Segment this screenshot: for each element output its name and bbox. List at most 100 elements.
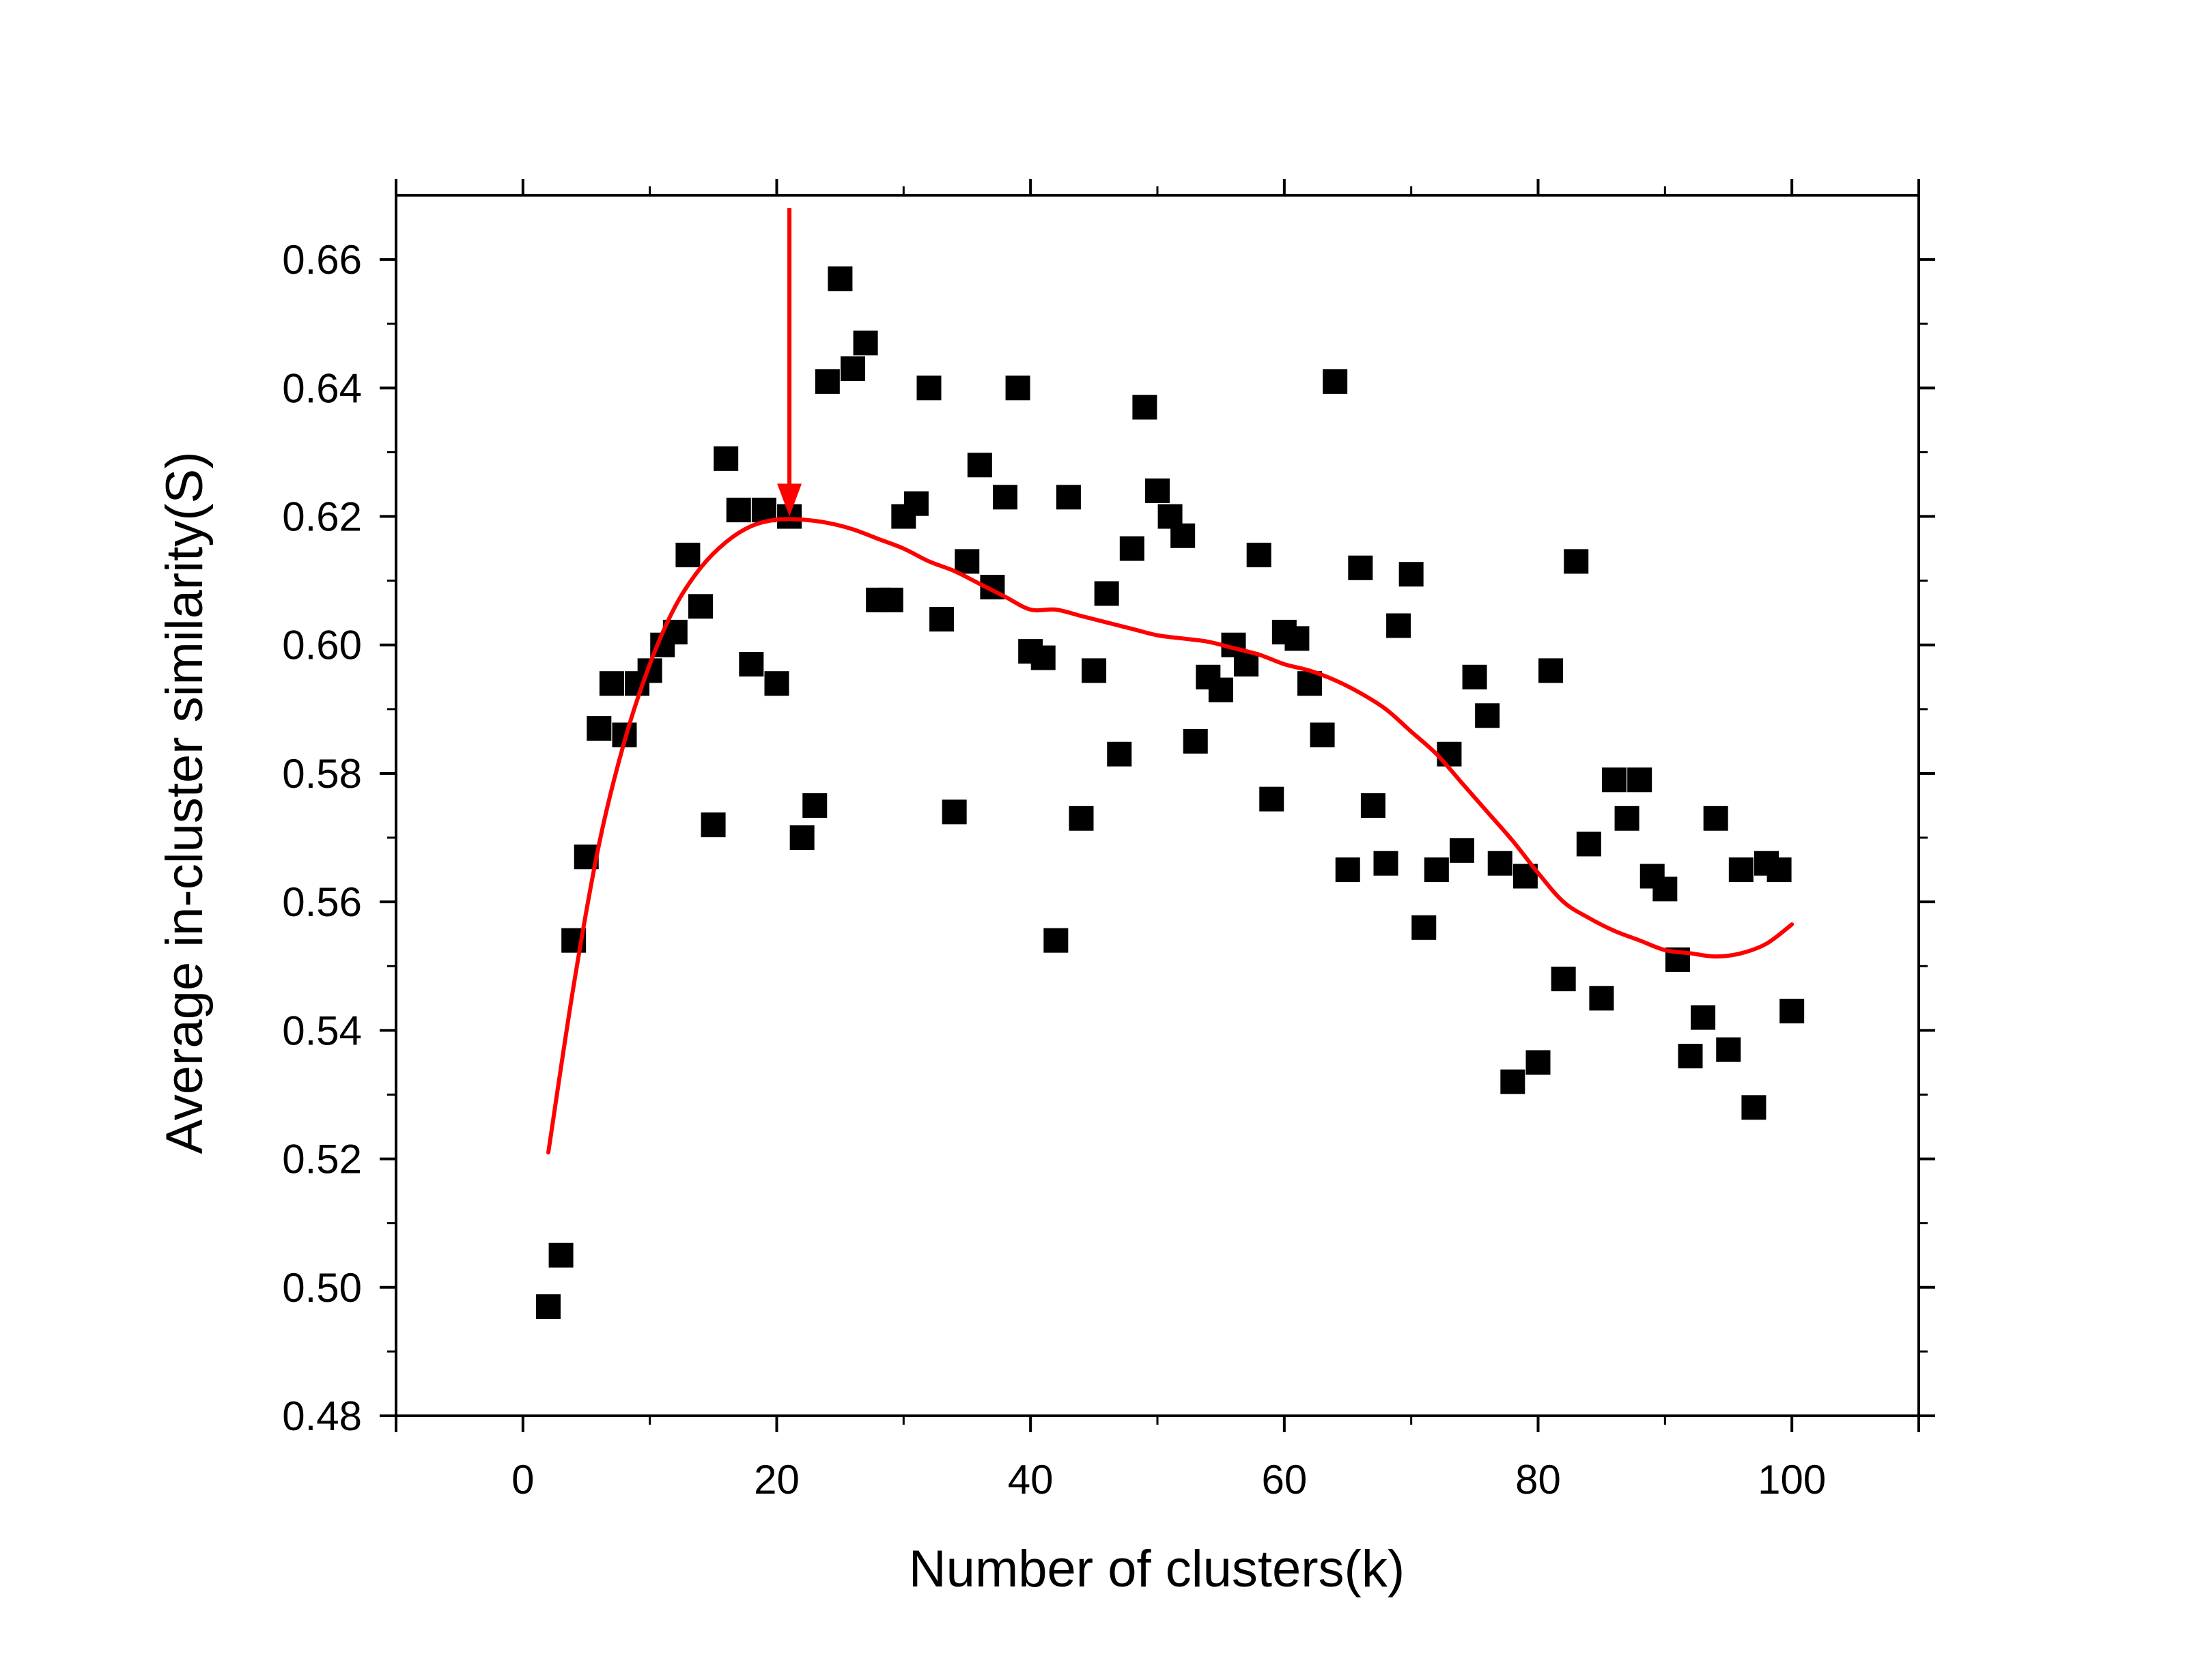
data-point: [548, 1242, 574, 1268]
y-tick-label: 0.66: [282, 237, 362, 283]
data-point: [1398, 562, 1424, 587]
data-point: [1678, 1044, 1703, 1069]
data-point: [1208, 677, 1233, 702]
data-point: [1424, 857, 1449, 883]
plot-frame: [395, 194, 1920, 1417]
data-point: [1691, 1005, 1716, 1030]
data-point: [853, 330, 878, 356]
data-point: [1589, 986, 1614, 1011]
x-tick-label: 60: [1261, 1457, 1307, 1503]
data-point: [1145, 478, 1170, 503]
plot-area: 0 20 40 60 80 100 0.48 0.50 0.52 0.54 0.56 0.58 0.60…: [282, 179, 1935, 1503]
data-point: [1234, 651, 1259, 677]
data-point: [942, 799, 967, 825]
data-point: [587, 716, 612, 741]
y-tick-label: 0.62: [282, 494, 362, 540]
data-point: [1082, 658, 1107, 683]
data-point: [1323, 369, 1348, 394]
y-tick-label: 0.58: [282, 751, 362, 797]
data-point: [841, 356, 865, 382]
data-point: [955, 549, 980, 574]
data-point: [1487, 851, 1512, 876]
data-point: [1005, 375, 1030, 401]
data-point: [536, 1294, 561, 1320]
data-point: [1728, 857, 1754, 883]
y-tick-label: 0.52: [282, 1137, 362, 1182]
fit-curve: [546, 517, 1794, 1155]
x-axis-title: Number of clusters(k): [909, 1540, 1405, 1598]
data-point: [1170, 523, 1196, 548]
data-point: [802, 793, 828, 818]
data-point: [967, 453, 992, 478]
data-point: [929, 607, 955, 632]
y-tick-label: 0.60: [282, 623, 362, 668]
data-point: [701, 812, 726, 838]
data-point: [675, 542, 701, 567]
y-tick-label: 0.50: [282, 1265, 362, 1311]
data-point: [751, 498, 776, 523]
data-point: [1335, 857, 1360, 883]
data-point: [1056, 485, 1081, 510]
data-point: [1107, 741, 1132, 767]
data-point: [1766, 857, 1792, 883]
data-point: [1373, 851, 1398, 876]
data-point: [1602, 767, 1627, 793]
data-point: [1437, 741, 1462, 767]
data-point: [1348, 555, 1373, 580]
x-tick-label: 80: [1515, 1457, 1561, 1503]
y-tick-label: 0.56: [282, 879, 362, 925]
data-point: [1259, 786, 1284, 812]
data-point: [1576, 831, 1601, 857]
data-point: [1069, 806, 1094, 831]
data-point: [1411, 915, 1437, 940]
data-point: [1525, 1050, 1551, 1075]
data-point: [993, 485, 1017, 510]
data-point: [1450, 838, 1474, 863]
x-tick-label: 0: [511, 1457, 534, 1503]
data-point: [789, 825, 815, 851]
data-point: [1360, 793, 1385, 818]
data-point: [1538, 658, 1564, 683]
data-point: [878, 587, 903, 612]
data-point: [764, 671, 789, 696]
data-point: [1094, 581, 1119, 606]
data-point: [1627, 767, 1652, 793]
data-point: [1716, 1037, 1741, 1062]
x-tick-label: 100: [1758, 1457, 1826, 1503]
data-point: [714, 446, 739, 471]
data-point: [1043, 928, 1069, 953]
y-axis-title: Average in-cluster similarity(S): [156, 451, 214, 1154]
data-point: [828, 266, 853, 291]
y-tick-label: 0.64: [282, 365, 362, 411]
data-point: [1741, 1095, 1766, 1120]
data-point: [1614, 806, 1639, 831]
data-point: [599, 671, 624, 696]
data-point: [1551, 967, 1576, 992]
data-point: [739, 651, 764, 677]
x-tick-label: 40: [1008, 1457, 1054, 1503]
data-point: [1386, 613, 1411, 638]
data-point: [815, 369, 840, 394]
data-point: [1030, 645, 1056, 670]
data-point: [1703, 806, 1728, 831]
x-tick-label: 20: [754, 1457, 800, 1503]
data-point: [1132, 395, 1157, 420]
data-point: [1462, 664, 1487, 689]
data-point: [1779, 999, 1805, 1024]
y-tick-label: 0.54: [282, 1008, 362, 1053]
data-point: [1310, 722, 1335, 748]
y-tick-label: 0.48: [282, 1393, 362, 1439]
data-point: [688, 594, 713, 619]
data-point: [1500, 1069, 1525, 1094]
data-point: [916, 375, 942, 401]
arrow-head: [777, 483, 802, 517]
data-point: [903, 491, 929, 516]
data-point: [1652, 877, 1678, 902]
data-point: [1284, 626, 1310, 651]
data-point: [1475, 703, 1500, 728]
data-point: [726, 498, 751, 523]
data-point: [1183, 728, 1208, 754]
data-point: [1246, 542, 1271, 567]
